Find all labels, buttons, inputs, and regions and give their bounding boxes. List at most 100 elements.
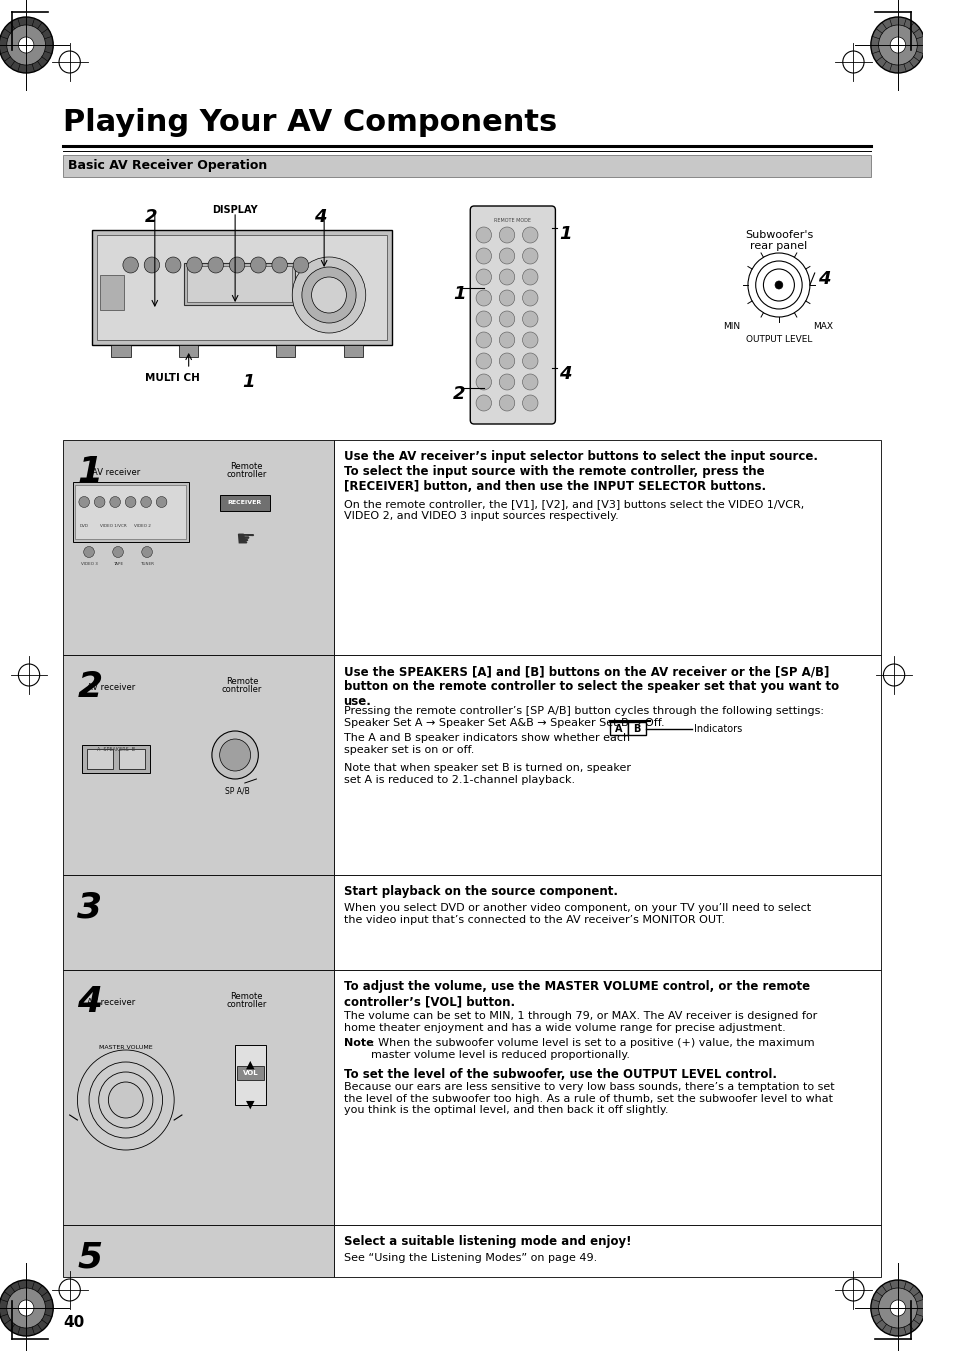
Text: 4: 4 [558,365,571,382]
Text: Select a suitable listening mode and enjoy!: Select a suitable listening mode and enj… [343,1235,630,1248]
Text: 5: 5 [77,1240,102,1274]
Circle shape [144,257,159,273]
Text: Basic AV Receiver Operation: Basic AV Receiver Operation [68,159,267,172]
Circle shape [301,267,355,323]
Bar [63,155,870,177]
Circle shape [498,311,515,327]
Bar [87,748,113,769]
Circle shape [18,1300,33,1316]
Text: MASTER VOLUME: MASTER VOLUME [99,1046,152,1050]
Text: VIDEO 2: VIDEO 2 [133,524,151,528]
Bar [63,875,334,970]
Circle shape [889,1300,904,1316]
Text: Because our ears are less sensitive to very low bass sounds, there’s a temptatio: Because our ears are less sensitive to v… [343,1082,833,1115]
Text: A: A [615,724,622,734]
Text: On the remote controller, the [V1], [V2], and [V3] buttons select the VIDEO 1/VC: On the remote controller, the [V1], [V2]… [343,499,803,520]
Text: Remote: Remote [226,677,258,686]
Bar [334,1225,880,1277]
Text: ☛: ☛ [234,530,254,550]
Text: Start playback on the source component.: Start playback on the source component. [343,885,617,898]
Circle shape [79,497,90,508]
Circle shape [522,353,537,369]
Circle shape [870,18,924,73]
Circle shape [498,353,515,369]
Circle shape [312,277,346,313]
Text: AV receiver: AV receiver [87,684,135,692]
Text: 2: 2 [145,208,157,226]
Text: controller: controller [226,1000,267,1009]
Circle shape [251,257,266,273]
Text: VOL: VOL [243,1070,258,1075]
Text: Playing Your AV Components: Playing Your AV Components [63,108,557,136]
Text: DVD: DVD [80,524,89,528]
Text: 4: 4 [77,985,102,1019]
Circle shape [229,257,245,273]
Text: TUNER: TUNER [140,562,154,566]
Bar [334,440,880,655]
Circle shape [476,290,491,305]
Text: Pressing the remote controller’s [SP A/B] button cycles through the following se: Pressing the remote controller’s [SP A/B… [343,707,822,728]
Bar [609,721,627,735]
Bar [63,440,334,655]
Text: 3: 3 [77,890,102,924]
Text: See “Using the Listening Modes” on page 49.: See “Using the Listening Modes” on page … [343,1252,597,1263]
Bar [234,1046,266,1105]
Bar [187,266,292,303]
Text: MIN: MIN [722,322,740,331]
Text: ▲: ▲ [246,1061,254,1070]
Text: OUTPUT LEVEL: OUTPUT LEVEL [745,335,811,345]
Bar [112,345,131,357]
Bar [63,1225,334,1277]
Circle shape [878,26,917,65]
Circle shape [476,374,491,390]
Text: 1: 1 [558,226,571,243]
Circle shape [522,227,537,243]
Bar [179,345,198,357]
Text: AV receiver: AV receiver [91,467,140,477]
Bar [334,655,880,875]
Text: 1: 1 [453,285,465,303]
Circle shape [476,353,491,369]
Circle shape [498,269,515,285]
Text: TAPE: TAPE [112,562,123,566]
Text: controller: controller [226,470,267,480]
Circle shape [219,739,251,771]
Circle shape [476,332,491,349]
Circle shape [7,26,46,65]
Circle shape [878,1288,917,1328]
Bar [119,748,145,769]
Circle shape [476,249,491,263]
Circle shape [109,1082,143,1119]
Circle shape [498,290,515,305]
Circle shape [84,547,94,558]
Text: VIDEO 3: VIDEO 3 [80,562,97,566]
Text: 1: 1 [77,455,102,489]
Circle shape [498,332,515,349]
Circle shape [7,1288,46,1328]
Text: MAX: MAX [812,322,832,331]
Text: RECEIVER: RECEIVER [228,500,262,505]
Text: Note that when speaker set B is turned on, speaker
set A is reduced to 2.1-chann: Note that when speaker set B is turned o… [343,763,630,785]
Text: 4: 4 [314,208,327,226]
Text: To set the level of the subwoofer, use the OUTPUT LEVEL control.: To set the level of the subwoofer, use t… [343,1069,776,1081]
Circle shape [522,394,537,411]
Circle shape [498,227,515,243]
Text: Remote: Remote [231,992,263,1001]
Text: Indicators: Indicators [693,724,741,734]
Text: REMOTE MODE: REMOTE MODE [494,218,531,223]
Circle shape [125,497,136,508]
Circle shape [94,497,105,508]
Text: rear panel: rear panel [749,240,806,251]
Circle shape [889,36,904,53]
Circle shape [18,36,33,53]
Circle shape [522,374,537,390]
Circle shape [476,269,491,285]
Circle shape [522,332,537,349]
FancyBboxPatch shape [470,205,555,424]
Bar [82,744,150,773]
Bar [75,485,186,539]
Text: 40: 40 [63,1315,84,1329]
Text: Remote: Remote [231,462,263,471]
Bar [72,482,189,542]
Text: The volume can be set to MIN, 1 through 79, or MAX. The AV receiver is designed : The volume can be set to MIN, 1 through … [343,1011,816,1032]
